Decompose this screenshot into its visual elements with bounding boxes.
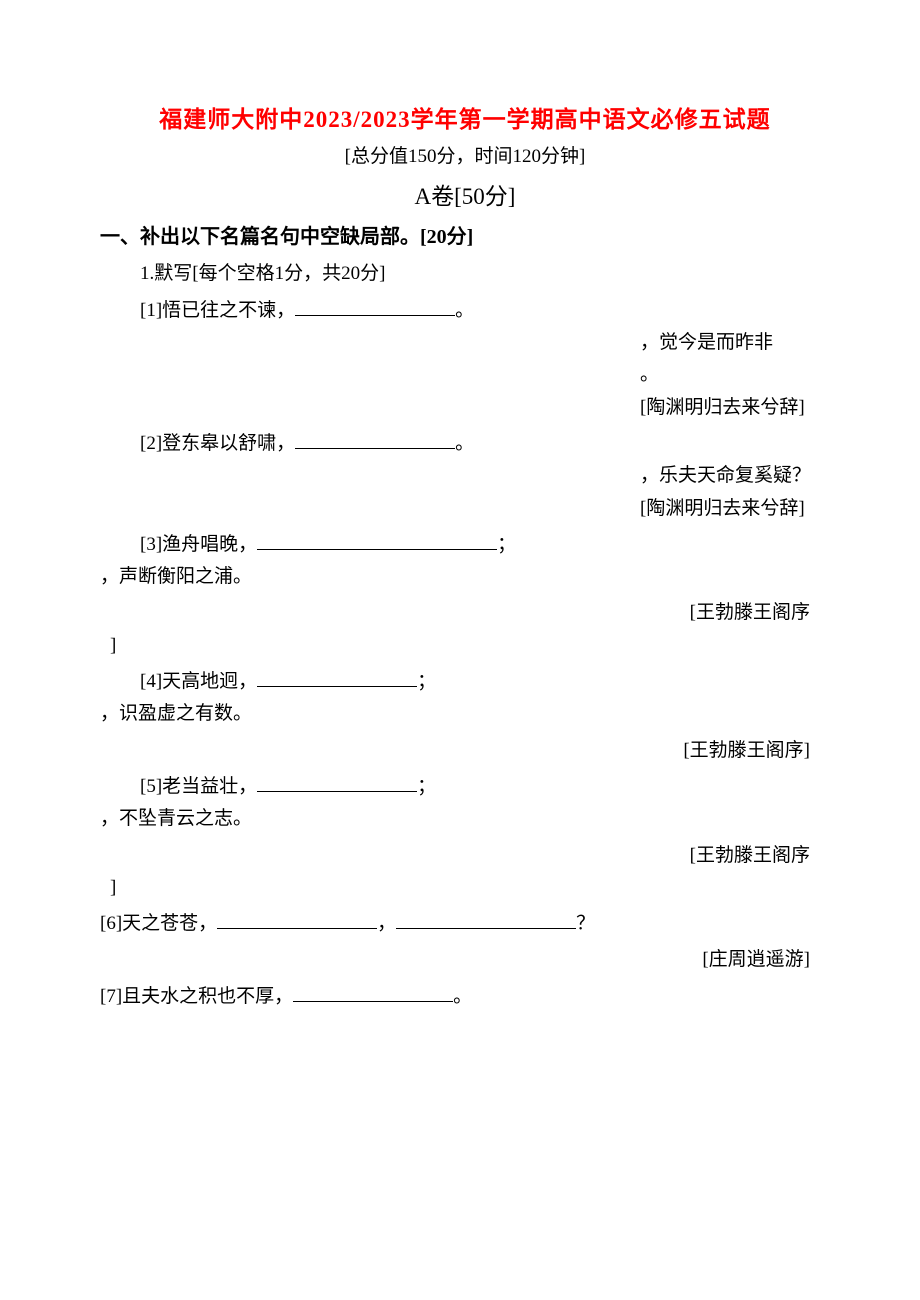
q1-3-line: [3]渔舟唱晚， ； (100, 529, 830, 561)
blank[interactable] (397, 530, 497, 550)
q1-2-line: [2]登东皋以舒啸， 。 (100, 428, 830, 460)
exam-page: 福建师大附中2023/2023学年第一学期高中语文必修五试题 [总分值150分，… (0, 0, 920, 1073)
blank[interactable] (217, 909, 377, 929)
q1-5-line: [5]老当益壮， ； (100, 771, 830, 803)
period: 。 (455, 433, 474, 454)
q1-5-bracket: ] (100, 872, 830, 904)
comma: ， (377, 913, 396, 934)
q1-4-text-a: [4]天高地迥， (140, 671, 257, 692)
q1-4-source: [王勃滕王阁序] (100, 735, 830, 767)
q1-4-text-b: ，识盈虚之有数。 (100, 698, 830, 730)
qmark: ？ (576, 913, 595, 934)
q1-5-text-b: ，不坠青云之志。 (100, 803, 830, 835)
semi: ； (497, 534, 516, 555)
q1-4-line: [4]天高地迥， ； (100, 666, 830, 698)
q1-1-text-a: [1]悟已往之不谏， (140, 300, 295, 321)
semi: ； (417, 776, 436, 797)
q1-3-source-line: [王勃滕王阁序 (100, 597, 830, 629)
blank[interactable] (295, 296, 455, 316)
q1-5-source-line: [王勃滕王阁序 (100, 840, 830, 872)
exam-subtitle: [总分值150分，时间120分钟] (100, 141, 830, 173)
q1-1-right-block: ，觉今是而昨非 。 [陶渊明归去来兮辞] (640, 327, 820, 424)
blank[interactable] (257, 530, 397, 550)
period: 。 (455, 300, 474, 321)
q1-1-right2: 。 (640, 359, 820, 391)
q1-1-source: [陶渊明归去来兮辞] (640, 392, 820, 424)
q1-2-source: [陶渊明归去来兮辞] (640, 493, 820, 525)
q1-intro: 1.默写[每个空格1分，共20分] (100, 258, 830, 290)
q1-2-right1: ，乐夫天命复奚疑？ (640, 460, 820, 492)
blank[interactable] (396, 909, 576, 929)
q1-5-text-a: [5]老当益壮， (140, 776, 257, 797)
section-a-label: A卷[50分] (100, 177, 830, 216)
q1-2-text-a: [2]登东皋以舒啸， (140, 433, 295, 454)
section-heading-1: 一、补出以下名篇名句中空缺局部。[20分] (100, 220, 830, 254)
q1-3-text-a: [3]渔舟唱晚， (140, 534, 257, 555)
q1-7-text-a: [7]且夫水之积也不厚， (100, 986, 293, 1007)
blank[interactable] (295, 429, 455, 449)
semi: ； (417, 671, 436, 692)
q1-6-line: [6]天之苍苍， ， ？ (100, 908, 830, 940)
q1-7-line: [7]且夫水之积也不厚， 。 (100, 981, 830, 1013)
q1-3-text-b: ，声断衡阳之浦。 (100, 561, 830, 593)
q1-6-source: [庄周逍遥游] (100, 944, 830, 976)
q1-2-right-block: ，乐夫天命复奚疑？ [陶渊明归去来兮辞] (640, 460, 820, 525)
blank[interactable] (257, 772, 417, 792)
exam-title: 福建师大附中2023/2023学年第一学期高中语文必修五试题 (100, 100, 830, 139)
q1-6-text-a: [6]天之苍苍， (100, 913, 217, 934)
period: 。 (453, 986, 472, 1007)
blank[interactable] (293, 982, 453, 1002)
q1-1-right1: ，觉今是而昨非 (640, 327, 820, 359)
q1-1-line: [1]悟已往之不谏， 。 (100, 295, 830, 327)
q1-3-bracket: ] (100, 630, 830, 662)
blank[interactable] (257, 667, 417, 687)
